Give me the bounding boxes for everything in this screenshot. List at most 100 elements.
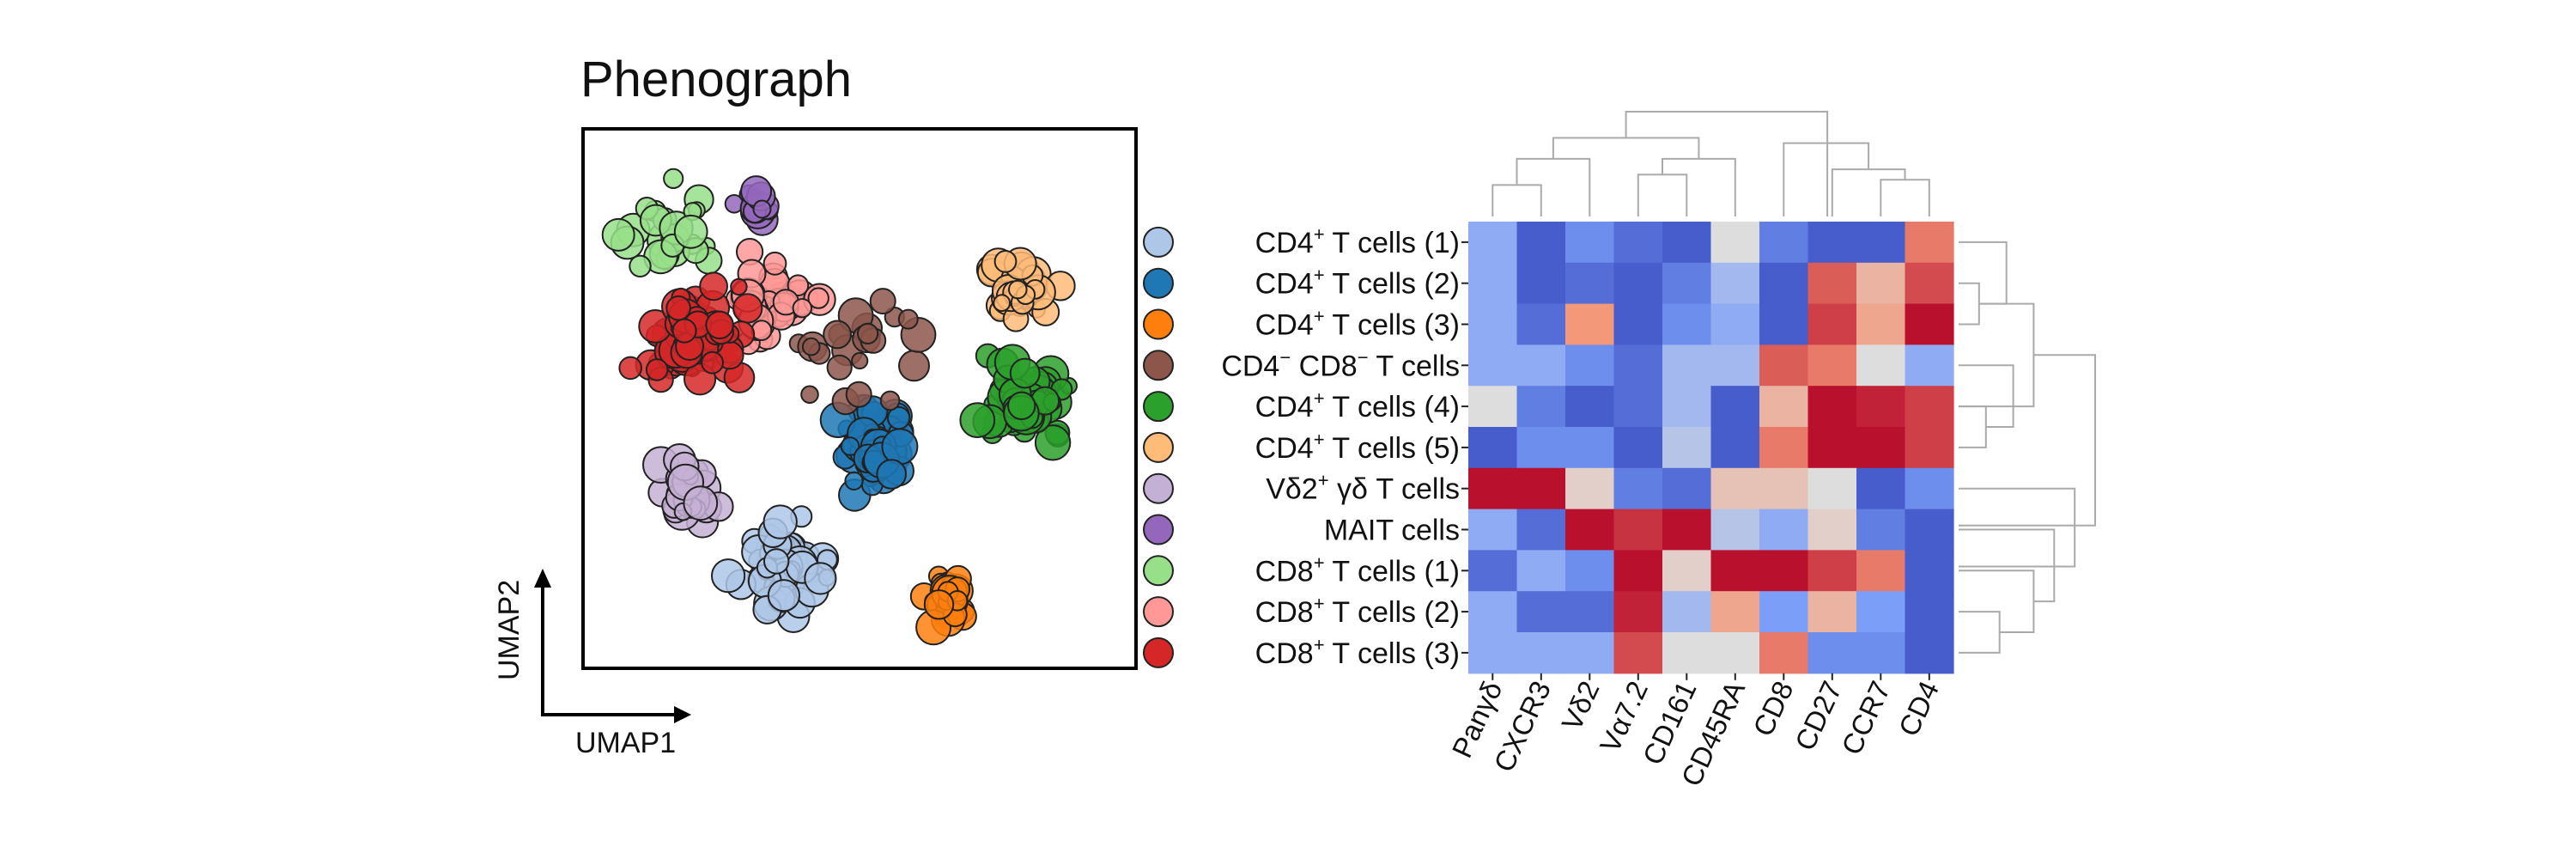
heatmap-cell-r6-c5 (1710, 467, 1760, 510)
heatmap-cell-r5-c2 (1565, 427, 1615, 469)
heatmap-cell-r6-c7 (1807, 467, 1857, 510)
scatter-point-cluster-3 (845, 381, 872, 408)
legend-marker-2 (1143, 308, 1174, 340)
heatmap-cell-r1-c0 (1468, 262, 1518, 305)
heatmap-cell-r5-c5 (1710, 427, 1760, 469)
heatmap-cell-r5-c9 (1905, 427, 1954, 469)
heatmap-cell-r7-c8 (1856, 509, 1906, 551)
heatmap-cell-r3-c2 (1565, 344, 1615, 387)
heatmap-cell-r9-c9 (1905, 591, 1954, 633)
column-dendrogram (1492, 111, 1930, 216)
row-dendrogram-link-5 (1959, 302, 2035, 408)
heatmap-cell-r10-c8 (1856, 632, 1906, 674)
row-label-7: MAIT cells (1324, 515, 1460, 547)
heatmap-cell-r10-c0 (1468, 632, 1518, 674)
heatmap-cell-r3-c4 (1662, 344, 1712, 387)
row-dendrogram-link-0 (1959, 282, 1980, 326)
scatter-point-cluster-3 (869, 288, 896, 315)
scatter-point-cluster-0 (804, 562, 837, 595)
heatmap-cell-r5-c0 (1468, 427, 1518, 469)
scatter-point-cluster-5 (1008, 279, 1028, 300)
heatmap-cell-r10-c6 (1759, 632, 1809, 674)
heatmap-cell-r0-c2 (1565, 222, 1615, 264)
heatmap-cell-r2-c1 (1516, 303, 1566, 345)
row-dendrogram-link-6 (1959, 570, 2035, 633)
scatter-point-cluster-0 (767, 579, 801, 612)
row-label-8: CD8+ T cells (1) (1255, 551, 1460, 588)
heatmap-cell-r7-c4 (1662, 509, 1712, 551)
scatter-point-cluster-1 (840, 436, 860, 456)
heatmap-cell-r3-c3 (1613, 344, 1663, 387)
scatter-point-cluster-9 (762, 251, 787, 276)
heatmap-cell-r0-c3 (1613, 222, 1663, 264)
scatter-point-cluster-4 (1009, 357, 1041, 389)
heatmap-cell-r8-c5 (1710, 550, 1760, 592)
row-dendrogram-link-8 (1959, 487, 2076, 568)
col-dendrogram-link-3 (1831, 168, 1906, 216)
heatmap-cell-r2-c7 (1807, 303, 1857, 345)
heatmap-cell-r9-c3 (1613, 591, 1663, 633)
scatter-point-cluster-9 (792, 298, 812, 319)
heatmap-cell-r5-c4 (1662, 427, 1712, 469)
heatmap-cell-r1-c2 (1565, 262, 1615, 305)
scatter-points (601, 168, 1078, 646)
heatmap-cell-r4-c2 (1565, 386, 1615, 428)
scatter-point-cluster-9 (807, 287, 829, 309)
heatmap-cell-r0-c6 (1759, 222, 1809, 264)
heatmap-cell-r3-c8 (1856, 344, 1906, 387)
legend-marker-7 (1143, 514, 1174, 545)
heatmap-cell-r1-c8 (1856, 262, 1906, 305)
row-label-3: CD4− CD8− T cells (1221, 346, 1460, 382)
legend-marker-4 (1143, 391, 1174, 423)
heatmap-cell-r5-c1 (1516, 427, 1566, 469)
heatmap-cell-r7-c2 (1565, 509, 1615, 551)
scatter-point-cluster-3 (857, 322, 879, 344)
scatter-point-cluster-10 (701, 350, 724, 375)
heatmap-cell-r7-c7 (1807, 509, 1857, 551)
heatmap-cell-r3-c0 (1468, 344, 1518, 387)
legend (1143, 226, 1174, 668)
scatter-point-cluster-10 (705, 310, 734, 339)
legend-marker-3 (1143, 350, 1174, 381)
heatmap-cell-r1-c6 (1759, 262, 1809, 305)
heatmap-cell-r8-c8 (1856, 550, 1906, 592)
heatmap-cell-r1-c3 (1613, 262, 1663, 305)
scatter-point-cluster-5 (993, 294, 1012, 313)
y-axis-label: UMAP2 (493, 580, 526, 680)
heatmap-cell-r8-c1 (1516, 550, 1566, 592)
scatter-point-cluster-0 (762, 504, 798, 539)
scatter-point-cluster-4 (1007, 391, 1036, 420)
scatter-point-cluster-10 (618, 356, 643, 381)
col-dendrogram-link-5 (1662, 157, 1736, 216)
legend-marker-8 (1143, 555, 1174, 587)
scatter-title: Phenograph (580, 52, 852, 107)
row-label-9: CD8+ T cells (2) (1255, 593, 1460, 629)
heatmap-cell-r10-c7 (1807, 632, 1857, 674)
heatmap-cell-r3-c7 (1807, 344, 1857, 387)
row-label-0: CD4+ T cells (1) (1255, 223, 1460, 259)
heatmap-cell-r6-c1 (1516, 467, 1566, 510)
scatter-point-cluster-3 (826, 354, 853, 381)
heatmap-cell-r2-c4 (1662, 303, 1712, 345)
scatter-point-cluster-3 (851, 351, 869, 370)
scatter-point-cluster-9 (750, 320, 773, 342)
scatter-point-cluster-4 (1034, 424, 1072, 461)
x-axis-label: UMAP1 (575, 727, 676, 759)
heatmap-cell-r2-c0 (1468, 303, 1518, 345)
heatmap-cell-r5-c7 (1807, 427, 1857, 469)
col-label-6: CD8 (1747, 676, 1799, 740)
heatmap-cells (1468, 222, 1954, 674)
heatmap-cell-r4-c8 (1856, 386, 1906, 428)
heatmap-cell-r5-c8 (1856, 427, 1906, 469)
row-label-5: CD4+ T cells (5) (1255, 429, 1460, 465)
row-dendrogram-link-9 (1959, 354, 2096, 527)
col-dendrogram-link-6 (1783, 142, 1870, 216)
heatmap-cell-r7-c1 (1516, 509, 1566, 551)
heatmap-cell-r4-c1 (1516, 386, 1566, 428)
scatter-point-cluster-10 (671, 318, 697, 344)
heatmap-cell-r0-c1 (1516, 222, 1566, 264)
scatter-point-cluster-10 (699, 271, 728, 302)
heatmap-column-labels: PanγδCXCR3Vδ2Vα7.2CD161CD45RACD8CD27CCR7… (1446, 673, 1945, 791)
row-label-6: Vδ2+ γδ T cells (1266, 470, 1460, 506)
legend-marker-6 (1143, 472, 1174, 504)
